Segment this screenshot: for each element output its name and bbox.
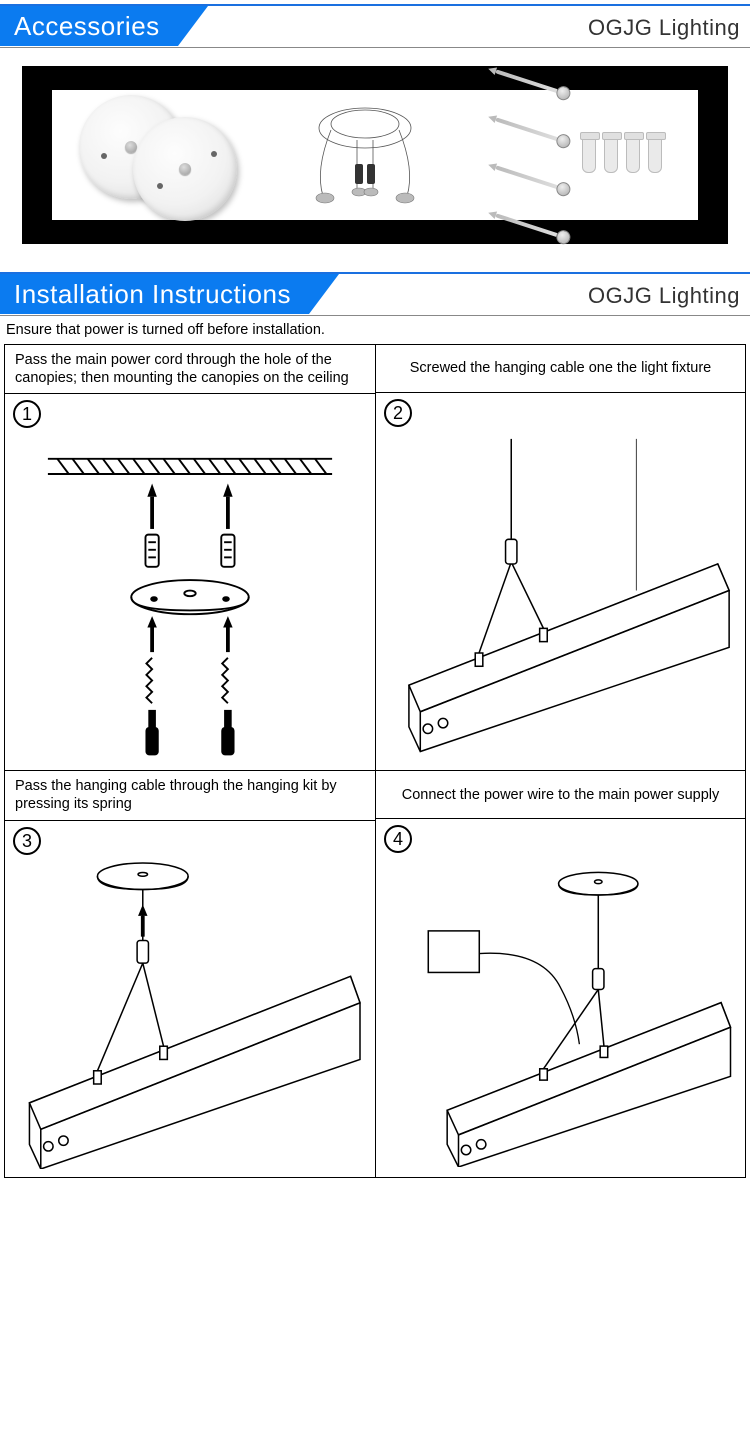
hanging-kit-illustration: [295, 100, 435, 210]
step-number: 3: [13, 827, 41, 855]
canopy-pair-illustration: [73, 95, 253, 215]
brand-label: OGJG Lighting: [588, 283, 740, 309]
accessories-panel: [22, 66, 728, 244]
step-caption: Connect the power wire to the main power…: [376, 771, 745, 819]
diagram-connect-power: [384, 827, 737, 1167]
step-cell-2: Screwed the hanging cable one the light …: [375, 345, 745, 770]
section-header-instructions: Installation Instructions OGJG Lighting: [0, 272, 750, 316]
instructions-grid: Pass the main power cord through the hol…: [4, 344, 746, 1178]
step-caption: Pass the hanging cable through the hangi…: [5, 771, 375, 820]
section-header-accessories: Accessories OGJG Lighting: [0, 4, 750, 48]
safety-warning: Ensure that power is turned off before i…: [0, 316, 750, 344]
diagram-canopy-mount: [13, 402, 367, 762]
step-number: 2: [384, 399, 412, 427]
brand-label: OGJG Lighting: [588, 15, 740, 41]
step-caption: Pass the main power cord through the hol…: [5, 345, 375, 394]
section-title: Accessories: [0, 6, 178, 46]
diagram-cable-through-kit: [13, 829, 367, 1169]
step-cell-1: Pass the main power cord through the hol…: [5, 345, 375, 770]
step-cell-3: Pass the hanging cable through the hangi…: [5, 771, 375, 1176]
step-caption: Screwed the hanging cable one the light …: [376, 345, 745, 393]
diagram-cable-to-fixture: [384, 401, 737, 761]
step-cell-4: Connect the power wire to the main power…: [375, 771, 745, 1176]
section-title: Installation Instructions: [0, 274, 309, 314]
screws-anchors-illustration: [477, 100, 677, 210]
